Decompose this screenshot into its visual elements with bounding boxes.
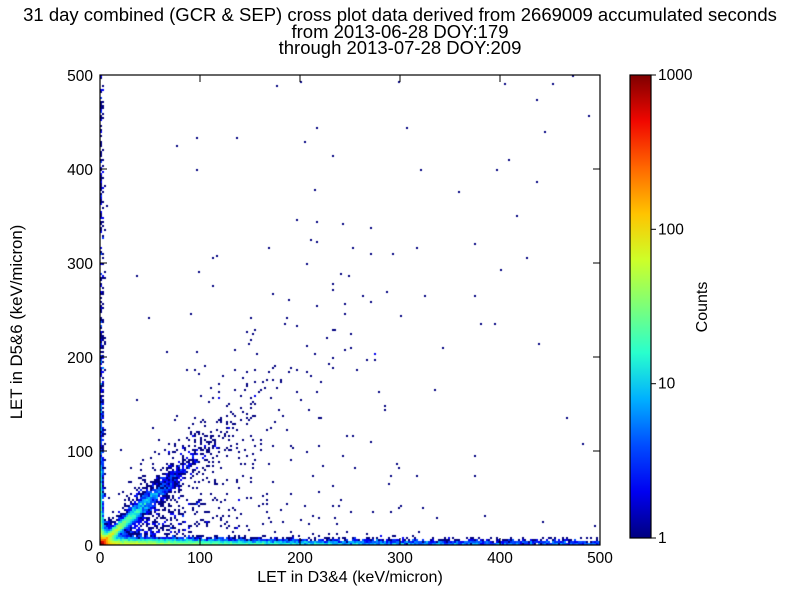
svg-text:100: 100 [187, 550, 213, 567]
svg-text:500: 500 [587, 550, 613, 567]
svg-text:10: 10 [658, 376, 676, 393]
svg-text:500: 500 [67, 68, 93, 85]
svg-text:400: 400 [67, 162, 93, 179]
svg-text:200: 200 [67, 350, 93, 367]
svg-text:200: 200 [287, 550, 313, 567]
svg-text:0: 0 [84, 538, 93, 555]
svg-text:300: 300 [387, 550, 413, 567]
svg-text:1: 1 [658, 530, 667, 547]
svg-text:LET in D3&4 (keV/micron): LET in D3&4 (keV/micron) [257, 569, 443, 586]
svg-text:0: 0 [96, 550, 105, 567]
svg-text:Counts: Counts [694, 282, 711, 333]
svg-text:LET in D5&6 (keV/micron): LET in D5&6 (keV/micron) [7, 225, 26, 420]
svg-text:300: 300 [67, 256, 93, 273]
svg-text:1000: 1000 [658, 67, 693, 84]
svg-text:400: 400 [487, 550, 513, 567]
svg-text:100: 100 [658, 221, 684, 238]
svg-text:100: 100 [67, 444, 93, 461]
